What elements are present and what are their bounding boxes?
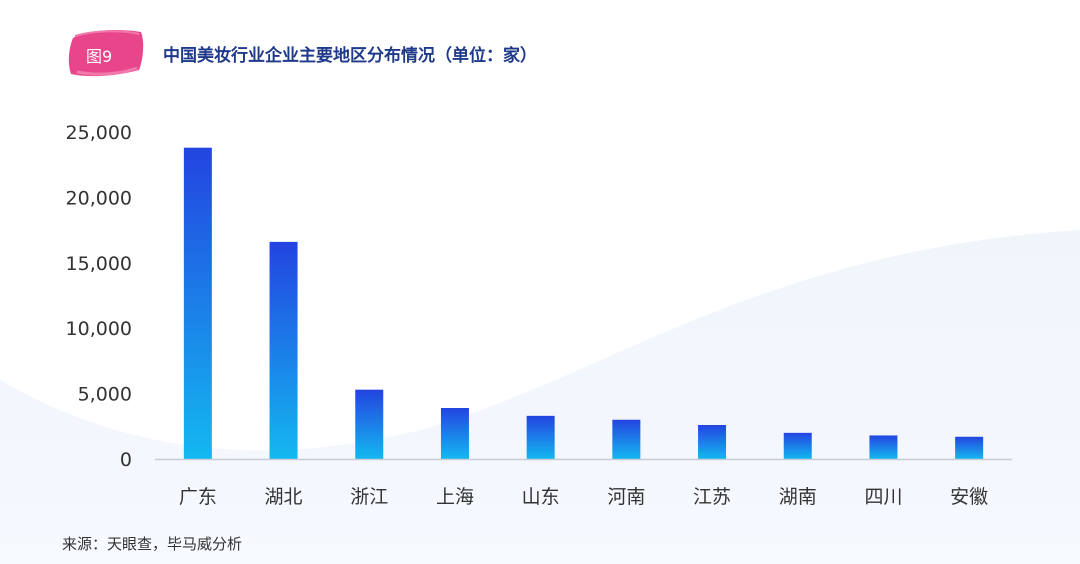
bar-7	[783, 432, 812, 459]
x-tick-label: 江苏	[693, 486, 731, 508]
figure-badge-label: 图9	[86, 47, 113, 66]
x-tick-label: 安徽	[950, 486, 988, 508]
x-tick-label: 上海	[436, 486, 474, 508]
bar-3	[440, 407, 469, 459]
y-tick-label: 20,000	[66, 187, 132, 209]
y-tick-label: 25,000	[66, 122, 132, 144]
y-tick-label: 0	[120, 449, 132, 471]
bar-4	[526, 415, 555, 459]
bar-9	[955, 436, 984, 459]
x-tick-label: 广东	[179, 486, 217, 508]
source-note: 来源：天眼查，毕马威分析	[62, 535, 243, 553]
bar-6	[698, 424, 727, 459]
bar-2	[355, 389, 384, 459]
y-tick-label: 10,000	[66, 318, 132, 340]
bar-5	[612, 419, 641, 459]
bar-1	[269, 241, 298, 459]
x-tick-label: 浙江	[350, 486, 388, 508]
bar-8	[869, 435, 898, 459]
x-tick-label: 湖北	[265, 486, 303, 508]
chart-title: 中国美妆行业企业主要地区分布情况（单位：家）	[163, 46, 537, 66]
bar-0	[183, 147, 212, 460]
x-tick-label: 湖南	[779, 486, 817, 508]
x-tick-label: 河南	[607, 486, 645, 508]
figure-badge-icon	[68, 30, 144, 77]
x-tick-label: 山东	[522, 486, 560, 508]
x-tick-label: 四川	[864, 486, 902, 508]
y-tick-label: 15,000	[66, 253, 132, 275]
y-tick-label: 5,000	[78, 384, 132, 406]
